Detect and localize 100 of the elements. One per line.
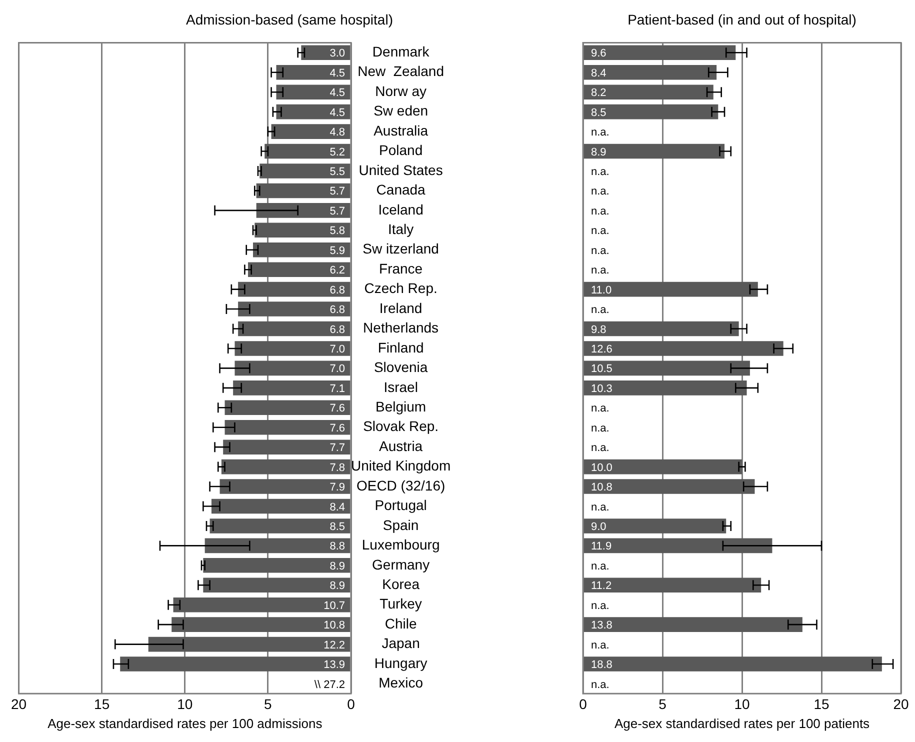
- y-tick-label: Norw ay: [375, 82, 426, 99]
- text: n.a.: [591, 600, 610, 612]
- text: n.a.: [591, 422, 610, 434]
- x-tick-label: 10: [177, 696, 193, 712]
- bar: [584, 656, 882, 672]
- chart-title: Admission-based (same hospital): [186, 11, 393, 28]
- bar: [238, 282, 350, 297]
- bar: [254, 222, 350, 238]
- y-tick-label: OECD (32/16): [356, 477, 446, 494]
- x-axis-title: Age-sex standardised rates per 100 patients: [614, 716, 870, 731]
- y-tick-label: Mexico: [378, 674, 424, 691]
- bar: [271, 124, 350, 139]
- bar: [234, 341, 350, 356]
- y-tick-label: Turkey: [380, 596, 422, 612]
- data-label: 10.3: [591, 382, 612, 395]
- x-tick-label: 10: [734, 696, 750, 712]
- bar: [238, 321, 350, 336]
- bar: [584, 144, 725, 159]
- data-label: 11.0: [591, 284, 612, 296]
- data-label: 6.8: [330, 324, 345, 336]
- data-label: 4.8: [330, 126, 345, 139]
- data-label: 11.2: [591, 580, 612, 592]
- y-tick-label: Czech Rep.: [364, 280, 438, 296]
- bar: [248, 262, 350, 277]
- x-tick-label: 15: [94, 696, 110, 712]
- text: n.a.: [591, 304, 610, 316]
- bar: [276, 104, 350, 120]
- bar: [584, 380, 747, 396]
- data-label: 7.1: [330, 382, 345, 395]
- y-tick-label: Sw eden: [374, 102, 428, 119]
- bar: [276, 64, 350, 80]
- data-label: 8.5: [330, 521, 345, 533]
- data-label: 4.5: [330, 106, 345, 119]
- data-label: 9.0: [591, 521, 606, 533]
- x-tick-label: 5: [264, 696, 272, 712]
- bar: [584, 459, 742, 474]
- bar: [234, 360, 350, 376]
- y-tick-label: Luxembourg: [362, 536, 440, 553]
- text: n.a.: [591, 442, 610, 454]
- bar: [224, 400, 350, 416]
- bar: [584, 341, 784, 356]
- bar: [148, 636, 350, 652]
- x-tick-label: 5: [658, 696, 667, 712]
- data-label: 5.9: [330, 244, 345, 257]
- bar: [276, 84, 350, 100]
- bar: [584, 360, 750, 376]
- y-tick-label: Japan: [382, 635, 420, 652]
- bar: [224, 420, 350, 435]
- text: n.a.: [591, 186, 610, 198]
- text: n.a.: [591, 244, 610, 257]
- y-tick-label: Austria: [379, 438, 423, 454]
- data-label: 8.9: [330, 580, 345, 592]
- data-label: 13.9: [324, 659, 345, 672]
- data-label: 8.4: [591, 67, 606, 80]
- data-label: 5.8: [330, 225, 345, 238]
- y-tick-label: Germany: [372, 556, 430, 572]
- data-label: 5.2: [330, 146, 345, 158]
- bar: [172, 617, 350, 632]
- bar: [256, 183, 350, 198]
- bar: [204, 538, 350, 554]
- data-label: 11.9: [591, 540, 612, 553]
- bar: [584, 45, 736, 60]
- data-label: 7.0: [330, 344, 345, 356]
- data-label: 10.0: [591, 462, 612, 474]
- data-label: 4.5: [330, 87, 345, 100]
- data-label: 9.8: [591, 324, 606, 336]
- data-label: 5.7: [330, 186, 345, 198]
- y-tick-label: Slovak Rep.: [363, 418, 439, 434]
- y-tick-label: Australia: [374, 122, 428, 138]
- bar: [256, 203, 350, 218]
- text: n.a.: [591, 126, 610, 139]
- bar: [223, 440, 350, 454]
- text: n.a.: [591, 166, 610, 178]
- data-label: 5.7: [330, 205, 345, 218]
- y-tick-label: United States: [358, 162, 443, 178]
- data-label: 18.8: [591, 659, 612, 672]
- data-label: 7.6: [330, 422, 345, 434]
- bar: [221, 459, 350, 474]
- bar: [584, 84, 714, 100]
- x-tick-label: 0: [579, 696, 588, 712]
- y-tick-label: Denmark: [372, 44, 430, 60]
- data-label: 8.9: [330, 560, 345, 572]
- y-tick-label: Iceland: [378, 201, 424, 218]
- bar: [252, 242, 350, 258]
- y-tick-label: Canada: [376, 182, 426, 198]
- text: n.a.: [591, 264, 610, 277]
- x-tick-label: 15: [814, 696, 830, 712]
- text: n.a.: [591, 501, 610, 514]
- data-label: 7.8: [330, 462, 345, 474]
- bar: [584, 617, 802, 632]
- text: n.a.: [591, 560, 610, 572]
- bar: [584, 578, 762, 593]
- bar: [584, 64, 717, 80]
- bar: [238, 302, 350, 316]
- data-label: 7.0: [330, 363, 345, 376]
- y-tick-label: Poland: [379, 142, 423, 158]
- bar: [220, 479, 350, 494]
- data-label: 10.8: [591, 482, 612, 494]
- bar: [203, 558, 350, 573]
- y-tick-label: Sw itzerland: [362, 240, 439, 257]
